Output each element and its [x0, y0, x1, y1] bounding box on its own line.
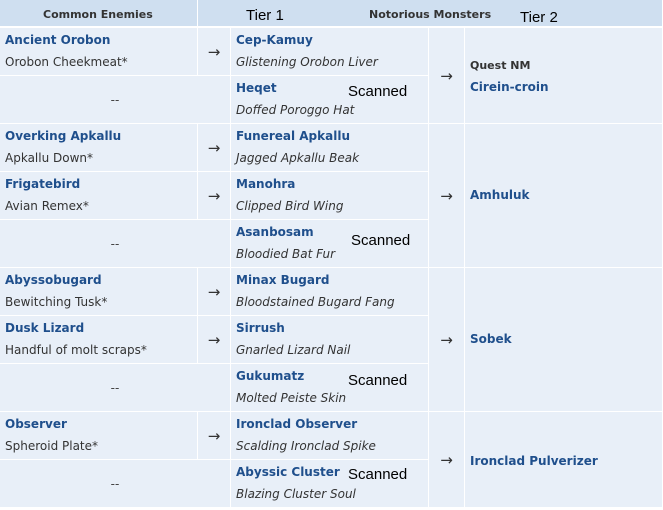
- nm-name[interactable]: Asanbosam: [236, 225, 314, 239]
- arrow-cell: →: [429, 124, 465, 268]
- enemy-cell: Abyssobugard Bewitching Tusk*: [0, 268, 198, 316]
- right-arrow-icon: →: [207, 138, 221, 157]
- enemy-name[interactable]: Dusk Lizard: [5, 321, 85, 335]
- right-arrow-icon: →: [440, 186, 453, 205]
- enemy-item: Handful of molt scraps*: [5, 343, 147, 357]
- nm-name[interactable]: Gukumatz: [236, 369, 305, 383]
- arrow-cell: →: [429, 28, 465, 124]
- nm-cell: Abyssic Cluster Scanned Blazing Cluster …: [231, 460, 429, 508]
- tier2-name[interactable]: Cirein-croin: [470, 80, 549, 94]
- nm-item: Bloodstained Bugard Fang: [236, 295, 395, 309]
- right-arrow-icon: →: [440, 66, 453, 85]
- header-tier1-label: Tier 1: [246, 7, 284, 24]
- enemy-cell-empty: --: [0, 76, 231, 124]
- enemy-item: Orobon Cheekmeat*: [5, 55, 128, 69]
- tier2-cell: Ironclad Pulverizer: [465, 412, 663, 508]
- right-arrow-icon: →: [440, 330, 453, 349]
- nm-name[interactable]: Ironclad Observer: [236, 417, 358, 431]
- header-notorious-monsters-label: Notorious Monsters: [369, 8, 492, 21]
- enemy-cell: Dusk Lizard Handful of molt scraps*: [0, 316, 198, 364]
- scanned-note: Scanned: [348, 466, 408, 483]
- tier2-cell: Sobek: [465, 268, 663, 412]
- tier2-name[interactable]: Amhuluk: [470, 188, 530, 202]
- arrow-cell: →: [198, 172, 231, 220]
- enemy-cell-empty: --: [0, 460, 231, 508]
- scanned-note: Scanned: [348, 83, 408, 100]
- nm-cell: Heqet Scanned Doffed Poroggo Hat: [231, 76, 429, 124]
- nm-name[interactable]: Minax Bugard: [236, 273, 330, 287]
- enemy-name[interactable]: Observer: [5, 417, 67, 431]
- nm-cell: Sirrush Gnarled Lizard Nail: [231, 316, 429, 364]
- right-arrow-icon: →: [207, 426, 221, 445]
- nm-item: Jagged Apkallu Beak: [236, 151, 360, 165]
- enemy-item: Apkallu Down*: [5, 151, 94, 165]
- nm-cell: Asanbosam Scanned Bloodied Bat Fur: [231, 220, 429, 268]
- right-arrow-icon: →: [207, 186, 221, 205]
- scanned-note: Scanned: [348, 372, 408, 389]
- nm-cell: Gukumatz Scanned Molted Peiste Skin: [231, 364, 429, 412]
- nm-item: Scalding Ironclad Spike: [236, 439, 376, 453]
- header-tier2-label: Tier 2: [520, 9, 558, 26]
- enemy-cell-empty: --: [0, 364, 231, 412]
- empty-dash: --: [110, 380, 120, 395]
- nm-name[interactable]: Manohra: [236, 177, 296, 191]
- enemy-cell: Ancient Orobon Orobon Cheekmeat*: [0, 28, 198, 76]
- nm-item: Gnarled Lizard Nail: [236, 343, 351, 357]
- header-notorious-monsters: Tier 1 Notorious Monsters Tier 2: [198, 0, 663, 28]
- nm-item: Molted Peiste Skin: [236, 391, 347, 405]
- arrow-cell: →: [198, 28, 231, 76]
- enemy-cell: Frigatebird Avian Remex*: [0, 172, 198, 220]
- nm-cell: Funereal Apkallu Jagged Apkallu Beak: [231, 124, 429, 172]
- enemy-item: Bewitching Tusk*: [5, 295, 108, 309]
- nm-name[interactable]: Sirrush: [236, 321, 285, 335]
- tier2-name[interactable]: Ironclad Pulverizer: [470, 454, 598, 468]
- nm-cell: Cep-Kamuy Glistening Orobon Liver: [231, 28, 429, 76]
- arrow-cell: →: [198, 412, 231, 460]
- nm-name[interactable]: Cep-Kamuy: [236, 33, 313, 47]
- empty-dash: --: [110, 92, 120, 107]
- arrow-cell: →: [198, 268, 231, 316]
- tier2-cell: Amhuluk: [465, 124, 663, 268]
- nm-name[interactable]: Abyssic Cluster: [236, 465, 340, 479]
- right-arrow-icon: →: [207, 42, 221, 61]
- empty-dash: --: [110, 476, 120, 491]
- tier2-name[interactable]: Sobek: [470, 332, 512, 346]
- nm-item: Blazing Cluster Soul: [236, 487, 356, 501]
- nm-cell: Manohra Clipped Bird Wing: [231, 172, 429, 220]
- nm-item: Doffed Poroggo Hat: [236, 103, 355, 117]
- arrow-cell: →: [198, 124, 231, 172]
- nm-item: Clipped Bird Wing: [236, 199, 344, 213]
- tier2-label: Quest NM: [470, 59, 531, 72]
- arrow-cell: →: [429, 268, 465, 412]
- enemy-item: Avian Remex*: [5, 199, 89, 213]
- enemy-cell: Overking Apkallu Apkallu Down*: [0, 124, 198, 172]
- header-common-enemies: Common Enemies: [0, 0, 198, 28]
- nm-name[interactable]: Funereal Apkallu: [236, 129, 350, 143]
- enemy-item: Spheroid Plate*: [5, 439, 99, 453]
- nm-item: Glistening Orobon Liver: [236, 55, 378, 69]
- right-arrow-icon: →: [440, 450, 453, 469]
- enemy-cell: Observer Spheroid Plate*: [0, 412, 198, 460]
- enemy-name[interactable]: Overking Apkallu: [5, 129, 122, 143]
- enemy-name[interactable]: Abyssobugard: [5, 273, 102, 287]
- arrow-cell: →: [429, 412, 465, 508]
- nm-item: Bloodied Bat Fur: [236, 247, 336, 261]
- empty-dash: --: [110, 236, 120, 251]
- right-arrow-icon: →: [207, 330, 221, 349]
- enemy-name[interactable]: Ancient Orobon: [5, 33, 111, 47]
- nm-cell: Ironclad Observer Scalding Ironclad Spik…: [231, 412, 429, 460]
- right-arrow-icon: →: [207, 282, 221, 301]
- scanned-note: Scanned: [351, 232, 411, 249]
- tier2-cell: Quest NM Cirein-croin: [465, 28, 663, 124]
- enemy-cell-empty: --: [0, 220, 231, 268]
- nm-name[interactable]: Heqet: [236, 81, 277, 95]
- enemy-name[interactable]: Frigatebird: [5, 177, 81, 191]
- nm-cell: Minax Bugard Bloodstained Bugard Fang: [231, 268, 429, 316]
- arrow-cell: →: [198, 316, 231, 364]
- header-common-enemies-label: Common Enemies: [43, 8, 153, 21]
